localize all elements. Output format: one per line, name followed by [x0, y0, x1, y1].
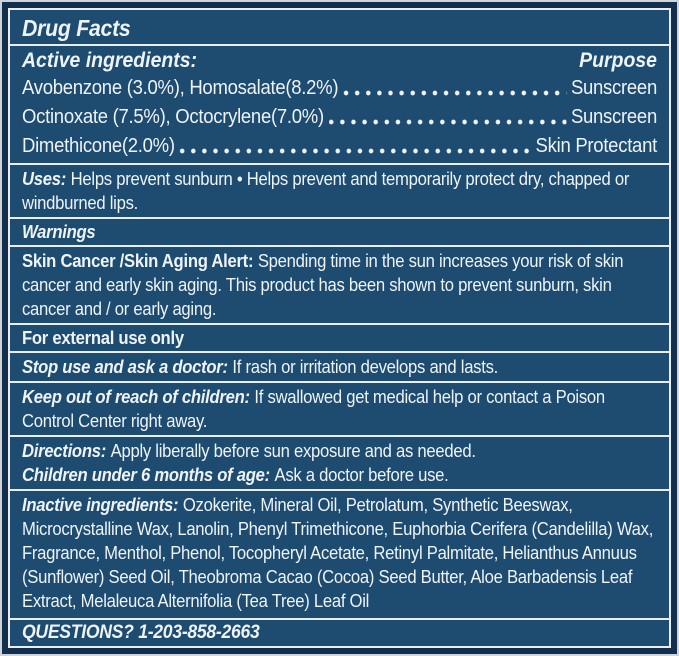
section-inactive-ingredients: Inactive ingredients: Ozokerite, Mineral … [10, 491, 669, 620]
ingredient-purpose: Skin Protectant [535, 135, 658, 157]
purpose-heading: Purpose [579, 49, 657, 72]
stop-use-paragraph: Stop use and ask a doctor: If rash or irr… [22, 355, 657, 379]
active-ingredients-header-row: Active ingredients: Purpose [22, 48, 657, 74]
section-stop-use: Stop use and ask a doctor: If rash or irr… [10, 353, 669, 383]
dotted-leader [342, 90, 567, 96]
ingredient-purpose: Sunscreen [570, 77, 657, 99]
alert-text: Spending time in the sun increases your … [22, 251, 624, 319]
uses-text: Helps prevent sunburn • Helps prevent an… [22, 169, 630, 213]
questions-label: QUESTIONS? [22, 622, 134, 643]
children-paragraph: Children under 6 months of age: Ask a doc… [22, 463, 657, 487]
dotted-leader [328, 119, 567, 125]
keep-out-label: Keep out of reach of children: [22, 387, 250, 407]
section-title: Drug Facts [10, 10, 669, 46]
questions-phone: 1-203-858-2663 [138, 622, 260, 643]
uses-label: Uses: [22, 169, 67, 189]
section-external-use: For external use only [10, 325, 669, 353]
uses-paragraph: Uses: Helps prevent sunburn • Helps preve… [22, 167, 657, 215]
drug-facts-title: Drug Facts [22, 15, 131, 41]
directions-label: Directions: [22, 441, 106, 461]
dotted-leader [179, 148, 531, 154]
inactive-text: Ozokerite, Mineral Oil, Petrolatum, Synt… [22, 495, 654, 611]
section-skin-cancer-alert: Skin Cancer /Skin Aging Alert: Spending t… [10, 247, 669, 325]
children-text: Ask a doctor before use. [274, 465, 449, 485]
active-ingredients-heading: Active ingredients: [22, 49, 198, 72]
keep-out-text: If swallowed get medical help or contact… [22, 387, 605, 431]
warnings-heading-row: Warnings [22, 221, 657, 243]
keep-out-paragraph: Keep out of reach of children: If swallow… [22, 385, 657, 433]
ingredient-purpose: Sunscreen [570, 106, 657, 128]
directions-text: Apply liberally before sun exposure and … [110, 441, 476, 461]
section-active-ingredients: Active ingredients: Purpose Avobenzone (… [10, 46, 669, 165]
active-ingredient-row: Octinoxate (7.5%), Octocrylene(7.0%) Sun… [22, 103, 657, 132]
active-ingredient-row: Avobenzone (3.0%), Homosalate(8.2%) Suns… [22, 74, 657, 103]
external-use-text: For external use only [22, 328, 184, 348]
stop-use-label: Stop use and ask a doctor: [22, 357, 228, 377]
external-use-row: For external use only [22, 327, 657, 349]
inactive-label: Inactive ingredients: [22, 495, 179, 515]
section-directions: Directions: Apply liberally before sun ex… [10, 437, 669, 491]
directions-paragraph: Directions: Apply liberally before sun ex… [22, 439, 657, 463]
active-ingredient-row: Dimethicone(2.0%) Skin Protectant [22, 132, 657, 161]
warnings-heading: Warnings [22, 222, 96, 242]
section-questions: QUESTIONS? 1-203-858-2663 [10, 620, 669, 646]
ingredient-name: Octinoxate (7.5%), Octocrylene(7.0%) [22, 106, 324, 128]
ingredient-name: Avobenzone (3.0%), Homosalate(8.2%) [22, 77, 339, 99]
alert-label: Skin Cancer /Skin Aging Alert: [22, 251, 254, 271]
label-panel: Drug Facts Active ingredients: Purpose A… [8, 8, 671, 648]
stop-use-text: If rash or irritation develops and lasts… [232, 357, 499, 377]
section-warnings: Warnings [10, 219, 669, 247]
section-uses: Uses: Helps prevent sunburn • Helps preve… [10, 165, 669, 219]
ingredient-name: Dimethicone(2.0%) [22, 135, 175, 157]
inactive-paragraph: Inactive ingredients: Ozokerite, Mineral … [22, 493, 657, 613]
section-keep-out-of-reach: Keep out of reach of children: If swallow… [10, 383, 669, 437]
children-label: Children under 6 months of age: [22, 465, 270, 485]
questions-row: QUESTIONS? 1-203-858-2663 [22, 622, 657, 644]
alert-paragraph: Skin Cancer /Skin Aging Alert: Spending t… [22, 249, 657, 321]
